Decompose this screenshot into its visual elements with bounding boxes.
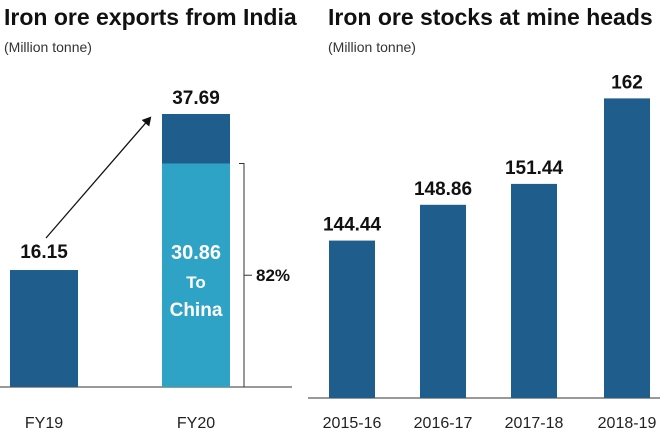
tick-label-fy20: FY20 (177, 415, 215, 432)
growth-arrow (45, 116, 152, 239)
tick-label-2016-17: 2016-17 (414, 415, 473, 432)
stocks-chart-marks: 144.44 2015-16 148.86 2016-17 151.44 2017-18 1… (308, 72, 660, 432)
china-segment-value: 30.86 (171, 242, 221, 264)
bar-2016-17 (420, 204, 466, 398)
tick-label-2017-18: 2017-18 (505, 415, 564, 432)
bar-2015-16 (329, 240, 375, 398)
exports-chart-title: Iron ore exports from India (4, 4, 297, 30)
tick-label-2018-19: 2018-19 (598, 415, 657, 432)
bar-2018-19 (604, 98, 650, 398)
share-label: 82% (256, 266, 290, 285)
value-label-fy20: 37.69 (172, 88, 220, 109)
value-label-2015-16: 144.44 (323, 215, 382, 236)
china-segment-text-to: To (186, 273, 206, 292)
value-label-2018-19: 162 (611, 72, 643, 93)
tick-label-2015-16: 2015-16 (323, 415, 382, 432)
china-segment-text-china: China (170, 300, 223, 321)
stocks-chart-title: Iron ore stocks at mine heads (328, 4, 653, 30)
exports-chart-subtitle: (Million tonne) (4, 39, 92, 55)
value-label-2016-17: 148.86 (414, 179, 472, 200)
stocks-chart-subtitle: (Million tonne) (328, 39, 416, 55)
tick-label-fy19: FY19 (25, 415, 63, 432)
bar-fy20-china-segment (162, 163, 230, 387)
bar-fy19 (10, 270, 78, 387)
bar-2017-18 (511, 183, 557, 398)
value-label-2017-18: 151.44 (505, 158, 564, 179)
exports-chart-marks: 16.15 37.69 30.86 To China 82% FY19 FY20 (0, 88, 292, 432)
share-bracket (239, 162, 245, 388)
value-label-fy19: 16.15 (20, 242, 68, 263)
